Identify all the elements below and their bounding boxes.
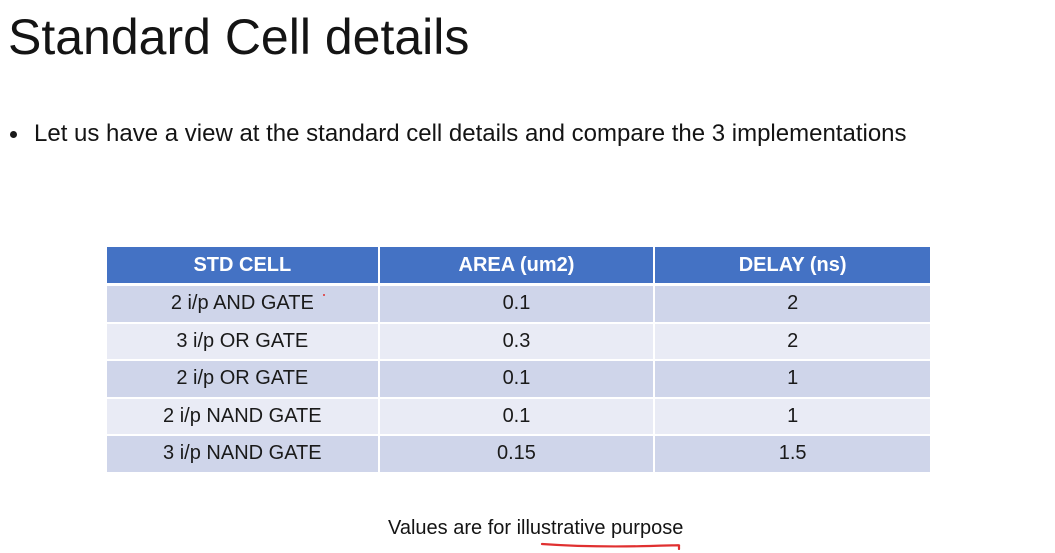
table-row: 3 i/p NAND GATE 0.15 1.5 [107, 436, 930, 474]
header-std-cell: STD CELL [107, 247, 380, 286]
cell-name: 2 i/p OR GATE [107, 361, 380, 399]
slide-title: Standard Cell details [8, 9, 470, 65]
header-area: AREA (um2) [379, 247, 656, 286]
table-header-row: STD CELL AREA (um2) DELAY (ns) [107, 247, 930, 286]
cell-area: 0.1 [379, 361, 656, 399]
cell-area: 0.1 [379, 398, 656, 436]
table-row: 2 i/p NAND GATE 0.1 1 [107, 398, 930, 436]
cell-area: 0.1 [379, 286, 656, 324]
cell-name: 3 i/p OR GATE [107, 323, 380, 361]
cell-area: 0.15 [379, 436, 656, 474]
annotation-dot-icon [323, 294, 325, 296]
cell-delay: 2 [655, 323, 930, 361]
standard-cell-table: STD CELL AREA (um2) DELAY (ns) 2 i/p AND… [107, 247, 930, 474]
table-row: 3 i/p OR GATE 0.3 2 [107, 323, 930, 361]
cell-name: 2 i/p NAND GATE [107, 398, 380, 436]
cell-delay: 1 [655, 361, 930, 399]
cell-delay: 1.5 [655, 436, 930, 474]
cell-area: 0.3 [379, 323, 656, 361]
cell-delay: 1 [655, 398, 930, 436]
bullet-dot-icon [10, 130, 17, 138]
table-row: 2 i/p OR GATE 0.1 1 [107, 361, 930, 399]
red-underline-icon [540, 542, 681, 550]
footnote: Values are for illustrative purpose [388, 517, 684, 539]
cell-delay: 2 [655, 286, 930, 324]
bullet-text: Let us have a view at the standard cell … [34, 120, 907, 147]
cell-name: 3 i/p NAND GATE [107, 436, 380, 474]
table-row: 2 i/p AND GATE 0.1 2 [107, 286, 930, 324]
cell-name: 2 i/p AND GATE [107, 286, 380, 324]
header-delay: DELAY (ns) [655, 247, 930, 286]
bullet-point: Let us have a view at the standard cell … [8, 116, 907, 152]
